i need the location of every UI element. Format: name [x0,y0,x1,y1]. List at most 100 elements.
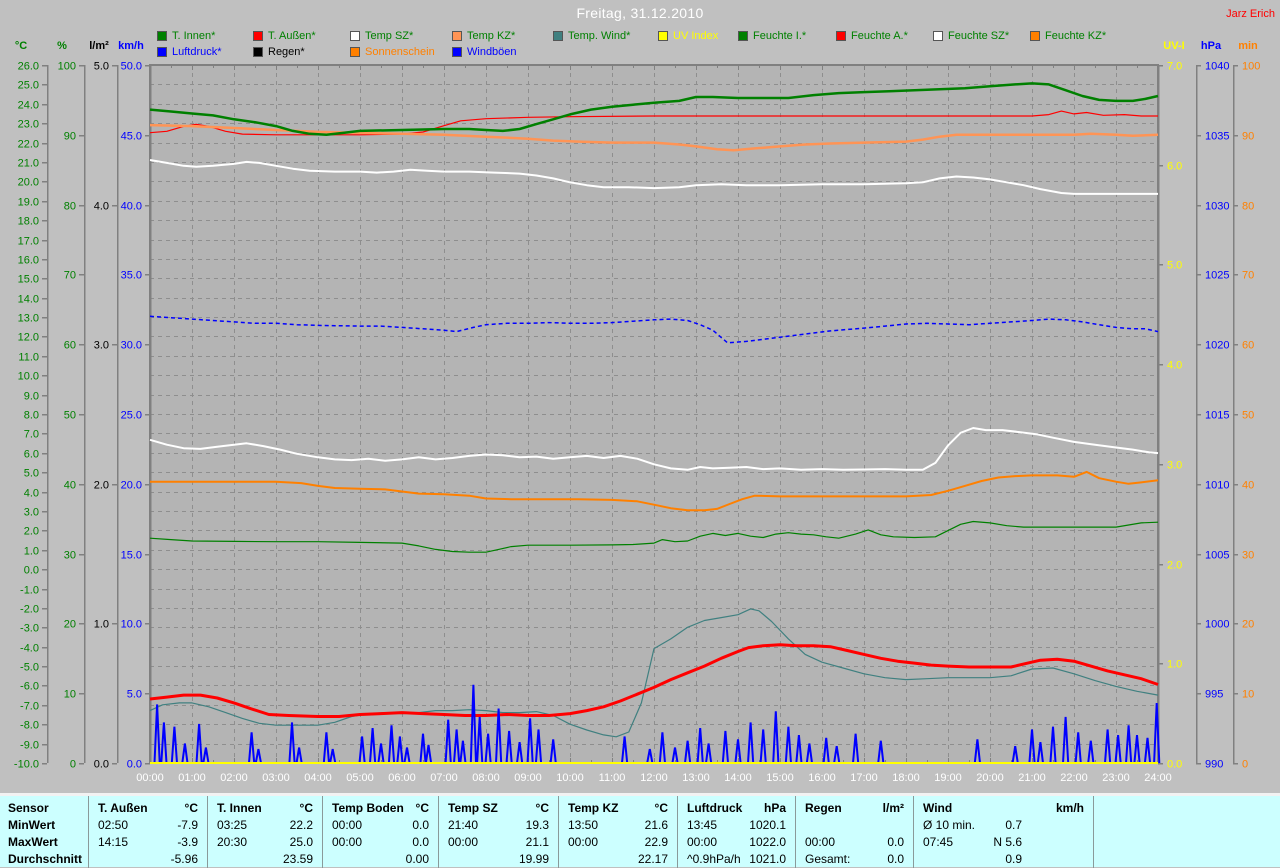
series-feuchte-a [149,110,1158,136]
svg-text:17.0: 17.0 [18,236,39,248]
svg-text:40.0: 40.0 [121,201,142,213]
legend-swatch-icon [157,31,167,41]
svg-text:100: 100 [1242,61,1260,73]
svg-text:10:00: 10:00 [556,772,584,784]
svg-text:10.0: 10.0 [121,619,142,631]
svg-text:10: 10 [1242,689,1254,701]
svg-text:13.0: 13.0 [18,313,39,325]
svg-text:°C: °C [15,40,27,52]
axis-kmh: 0.0 5.0 10.0 15.0 20.0 25.0 30.0 35.0 40.0 45.0 50… [118,40,152,771]
table-avg-cell: 22.17 [637,852,668,866]
table-min-cell: 13:50 21.6 [568,818,668,832]
svg-text:6.0: 6.0 [24,449,39,461]
table-avg-cell: 0.9 [1005,852,1022,866]
user-name: Jarz Erich [1226,8,1275,20]
svg-text:1030: 1030 [1205,201,1229,213]
x-axis-labels: 00:00 01:00 02:00 03:00 04:00 05:00 06:00 07:00… [136,772,1172,784]
svg-text:21.0: 21.0 [18,158,39,170]
table-row-labels: Sensor MinWert MaxWert Durchschnitt [0,796,88,868]
svg-text:18.0: 18.0 [18,216,39,228]
table-column-regen: Regen l/m² 00:00 0.0 Gesamt: 0.0 [795,796,913,868]
svg-text:5.0: 5.0 [1167,260,1182,272]
svg-text:08:00: 08:00 [472,772,500,784]
svg-text:4.0: 4.0 [24,488,39,500]
svg-text:60: 60 [1242,340,1254,352]
table-header-cell: Regen l/m² [805,800,904,815]
legend-swatch-icon [157,47,167,57]
svg-text:15.0: 15.0 [18,274,39,286]
table-max-cell: 00:00 1022.0 [687,835,786,849]
svg-text:30.0: 30.0 [121,340,142,352]
svg-text:7.0: 7.0 [24,429,39,441]
svg-text:-8.0: -8.0 [20,720,39,732]
weather-chart: -10.0 -9.0 -8.0 -7.0 -6.0 -5.0 -4.0 -3.0 -2.0 -1.… [14,40,1260,784]
table-max-cell: 00:00 0.0 [805,835,904,849]
svg-text:50: 50 [64,410,76,422]
svg-text:18:00: 18:00 [892,772,920,784]
svg-text:24.0: 24.0 [18,100,39,112]
svg-text:4.0: 4.0 [94,201,109,213]
svg-text:1040: 1040 [1205,61,1229,73]
table-max-cell: 00:00 21.1 [448,835,549,849]
svg-text:1015: 1015 [1205,410,1229,422]
svg-text:05:00: 05:00 [346,772,374,784]
legend-swatch-icon [350,31,360,41]
legend-label: Luftdruck* [172,46,222,58]
svg-text:1.0: 1.0 [94,619,109,631]
svg-text:km/h: km/h [118,40,144,52]
svg-text:50.0: 50.0 [121,61,142,73]
legend-item-sonnenschein: Sonnenschein [350,46,435,58]
legend-item-feuchte-kz: Feuchte KZ* [1030,30,1106,42]
legend-swatch-icon [933,31,943,41]
legend-swatch-icon [553,31,563,41]
svg-text:20: 20 [64,619,76,631]
svg-text:1005: 1005 [1205,550,1229,562]
table-header-cell: T. Innen °C [217,800,313,815]
legend-label: Feuchte SZ* [948,30,1010,42]
table-row-label: Durchschnitt [8,852,83,866]
series-windböen [153,684,1161,764]
svg-text:21:00: 21:00 [1018,772,1046,784]
svg-text:23.0: 23.0 [18,119,39,131]
svg-text:-10.0: -10.0 [14,759,39,771]
series-feuchte-kz [150,470,1159,512]
series-t-außen [149,643,1159,718]
svg-text:l/m²: l/m² [89,40,109,52]
svg-text:-6.0: -6.0 [20,681,39,693]
table-min-cell [796,817,913,834]
table-avg-cell: 0.00 [405,852,429,866]
legend-swatch-icon [738,31,748,41]
legend-swatch-icon [253,47,263,57]
svg-text:4.0: 4.0 [1167,360,1182,372]
svg-text:5.0: 5.0 [127,689,142,701]
svg-text:1000: 1000 [1205,619,1229,631]
table-min-cell: 13:45 1020.1 [687,818,786,832]
svg-text:15:00: 15:00 [766,772,794,784]
table-min-cell: Ø 10 min. 0.7 [923,818,1022,832]
svg-text:min: min [1238,40,1258,52]
legend-label: Feuchte A.* [851,30,908,42]
table-max-cell: 00:00 22.9 [568,835,668,849]
svg-text:16:00: 16:00 [808,772,836,784]
svg-text:-5.0: -5.0 [20,662,39,674]
legend-label: Temp. Wind* [568,30,631,42]
svg-text:5.0: 5.0 [24,468,39,480]
svg-text:0: 0 [70,759,76,771]
table-max-cell: 14:15 -3.9 [98,835,198,849]
svg-text:0.0: 0.0 [1167,759,1182,771]
legend-item-temp-sz: Temp SZ* [350,30,413,42]
svg-text:03:00: 03:00 [262,772,290,784]
legend-item-feuchte-sz: Feuchte SZ* [933,30,1009,42]
svg-text:16.0: 16.0 [18,255,39,267]
legend-swatch-icon [253,31,263,41]
svg-text:15.0: 15.0 [121,550,142,562]
legend-swatch-icon [452,31,462,41]
table-column-wind: Wind km/h Ø 10 min. 0.7 07:45 N 5.6 0.9 [913,796,1093,868]
legend-swatch-icon [836,31,846,41]
legend-item-feuchte-i: Feuchte I.* [738,30,806,42]
svg-text:30: 30 [1242,550,1254,562]
svg-text:25.0: 25.0 [121,410,142,422]
table-header-cell: Temp SZ °C [448,800,549,815]
svg-text:20:00: 20:00 [976,772,1004,784]
svg-text:80: 80 [64,201,76,213]
